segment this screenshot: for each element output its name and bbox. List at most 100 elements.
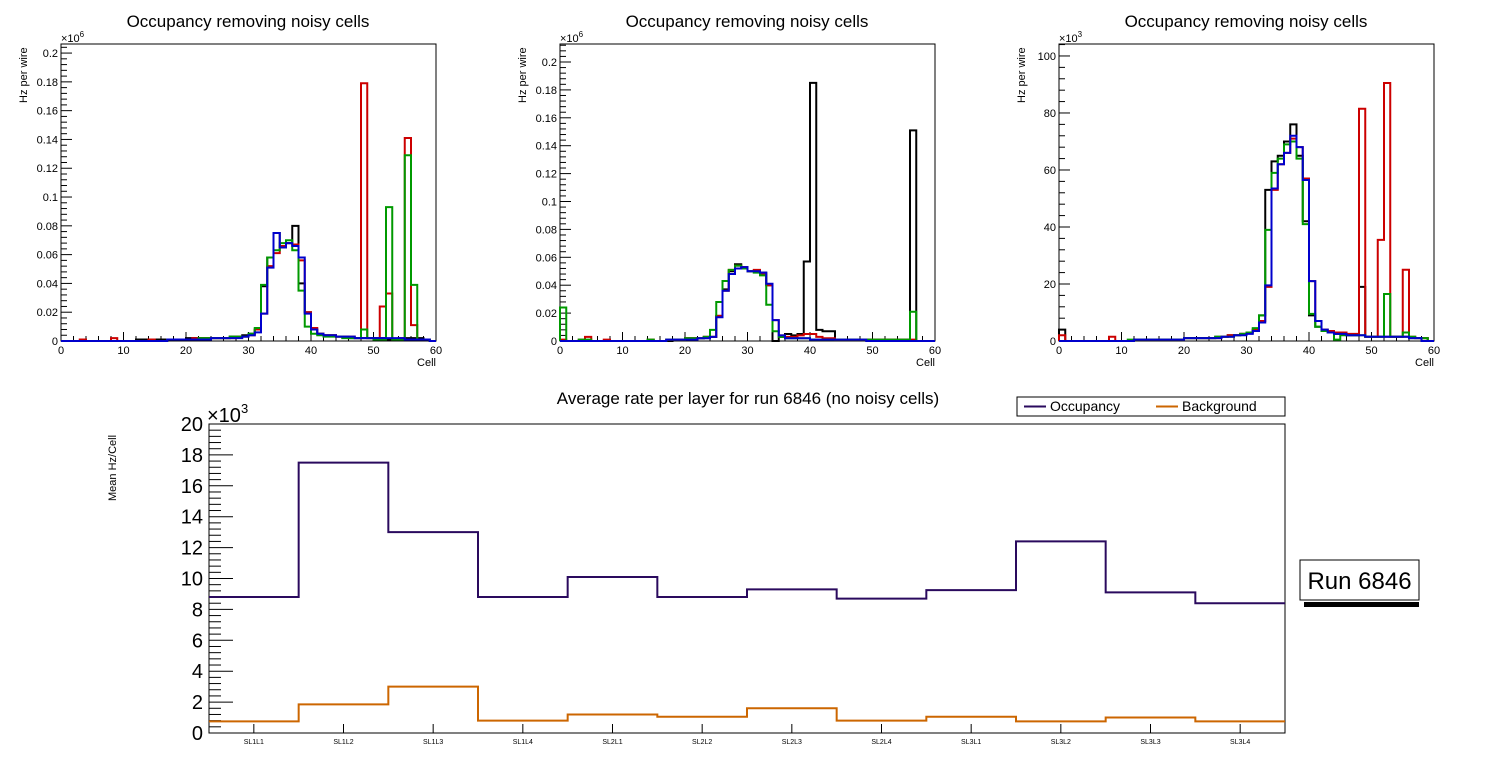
y-tick-label: 2 [192,692,203,714]
panel-3-xlabel: Cell [1415,357,1434,369]
x-category-label: SL2L4 [871,739,891,746]
x-tick-label: 30 [242,345,254,357]
x-tick-label: 30 [1240,345,1252,357]
bottom-multiplier: ×103 [207,401,248,427]
y-tick-label: 0.2 [43,48,58,60]
x-category-label: SL2L2 [692,739,712,746]
run-label-box: Run 6846 [1299,559,1420,607]
series-green-line [559,264,935,342]
y-tick-label: 0.18 [37,77,58,89]
bottom-title: Average rate per layer for run 6846 (no … [557,389,939,408]
x-category-label: SL1L1 [244,739,264,746]
x-category-label: SL2L1 [602,739,622,746]
x-tick-label: 0 [58,345,64,357]
run-box-shadow [1304,602,1419,607]
y-tick-label: 0.12 [37,163,58,175]
x-category-label: SL3L3 [1140,739,1160,746]
series-blue-line [560,266,935,342]
y-tick-label: 14 [181,507,203,529]
y-tick-label: 0 [192,723,203,745]
x-tick-label: 50 [367,345,379,357]
panel-2-title: Occupancy removing noisy cells [626,12,869,31]
run-box [1299,559,1420,601]
x-tick-label: 20 [679,345,691,357]
x-category-label: SL2L3 [782,739,802,746]
y-tick-label: 10 [181,569,203,591]
y-tick-label: 0.08 [37,221,58,233]
bottom-ylabel: Mean Hz/Cell [107,435,119,501]
y-tick-label: 40 [1044,222,1056,234]
series-black-line [560,81,935,342]
x-category-label: SL1L4 [513,739,533,746]
y-tick-label: 0.1 [542,196,557,208]
legend: Occupancy Background [1016,396,1286,417]
x-tick-label: 20 [180,345,192,357]
series-background-line [209,685,1285,723]
y-tick-label: 100 [1038,51,1056,63]
series-blue-line [1059,134,1434,342]
y-tick-label: 6 [192,630,203,652]
y-tick-label: 0.02 [536,308,557,320]
panel-3-multiplier: ×103 [1059,30,1083,45]
x-tick-label: 50 [1365,345,1377,357]
y-tick-label: 0.06 [37,250,58,262]
y-tick-label: 0.02 [37,307,58,319]
panel-2-xlabel: Cell [916,357,935,369]
panel-1-title: Occupancy removing noisy cells [127,12,370,31]
x-category-label: SL3L1 [961,739,981,746]
y-tick-label: 0 [52,336,58,348]
x-category-label: SL3L4 [1230,739,1250,746]
panel-2-multiplier: ×106 [560,30,584,45]
x-tick-label: 10 [1115,345,1127,357]
series-occupancy-line [209,461,1285,605]
y-tick-label: 0.08 [536,224,557,236]
x-tick-label: 30 [741,345,753,357]
y-tick-label: 0.04 [536,280,557,292]
panel-2-ylabel: Hz per wire [517,47,529,103]
y-tick-label: 0.06 [536,252,557,264]
y-tick-label: 0 [551,336,557,348]
panel-3-ylabel: Hz per wire [1016,47,1028,103]
y-tick-label: 60 [1044,165,1056,177]
x-tick-label: 0 [1056,345,1062,357]
x-tick-label: 0 [557,345,563,357]
x-category-label: SL1L3 [423,739,443,746]
series-red-line [559,264,935,342]
y-tick-label: 0.12 [536,169,557,181]
y-tick-label: 0 [1050,336,1056,348]
x-category-label: SL1L2 [333,739,353,746]
x-tick-label: 50 [866,345,878,357]
x-tick-label: 10 [616,345,628,357]
y-tick-label: 18 [181,445,203,467]
plot-frame [559,43,936,342]
y-tick-label: 0.04 [37,278,58,290]
y-tick-label: 0.1 [43,192,58,204]
panel-1-xlabel: Cell [417,357,436,369]
x-tick-label: 40 [1303,345,1315,357]
y-tick-label: 20 [1044,279,1056,291]
panel-3-title: Occupancy removing noisy cells [1125,12,1368,31]
average-rate-panel: Average rate per layer for run 6846 (no … [107,389,1420,746]
y-tick-label: 16 [181,476,203,498]
legend-box [1016,396,1286,417]
panel-1-ylabel: Hz per wire [18,47,30,103]
x-tick-label: 60 [929,345,941,357]
y-tick-label: 80 [1044,108,1056,120]
y-tick-label: 0.14 [37,134,58,146]
y-tick-label: 8 [192,599,203,621]
y-tick-label: 12 [181,538,203,560]
y-tick-label: 0.16 [37,106,58,118]
y-tick-label: 0.2 [542,57,557,69]
x-tick-label: 40 [305,345,317,357]
x-tick-label: 20 [1178,345,1190,357]
panel-1-multiplier: ×106 [61,30,85,45]
x-tick-label: 40 [804,345,816,357]
plot-frame [208,423,1286,734]
series-red-line [61,82,436,342]
x-tick-label: 10 [117,345,129,357]
run-label: Run 6846 [1307,568,1411,595]
x-tick-label: 60 [430,345,442,357]
y-tick-label: 20 [181,414,203,436]
series-blue-line [61,232,436,342]
